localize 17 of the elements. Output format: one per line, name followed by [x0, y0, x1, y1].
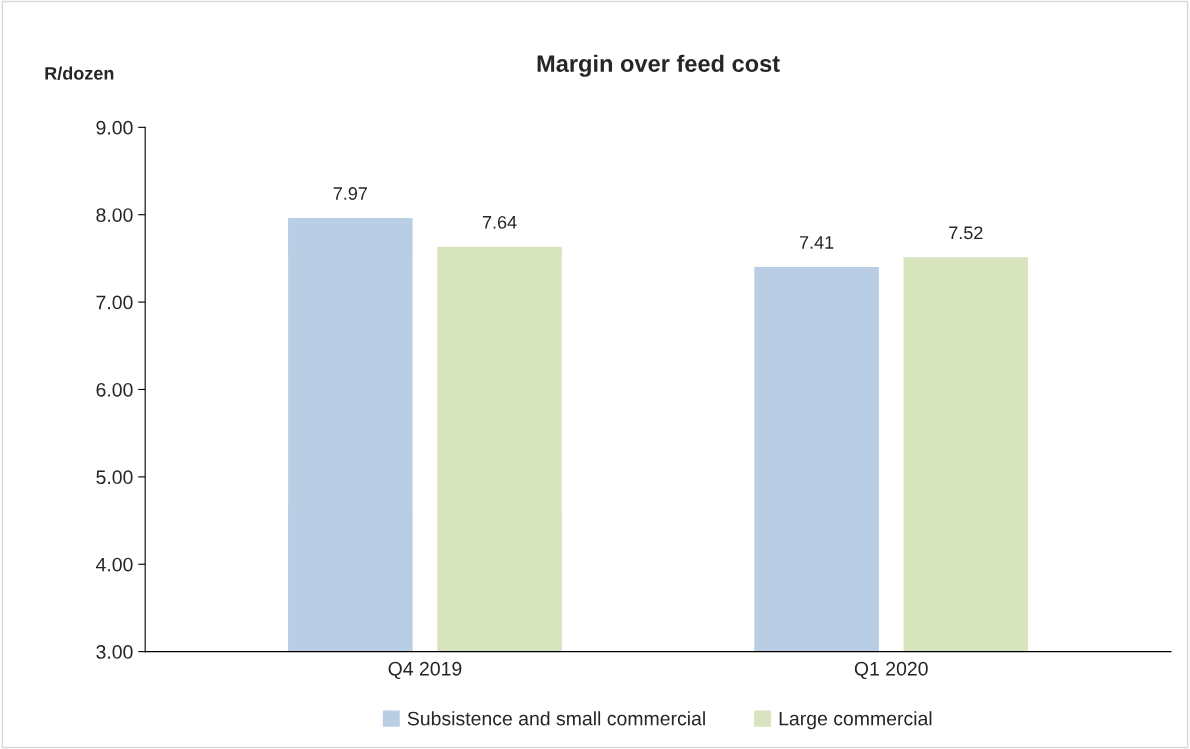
data-label: 7.41: [799, 236, 834, 249]
chart-title: Margin over feed cost: [537, 54, 780, 77]
x-tick-label: Q4 2019: [388, 661, 462, 680]
data-label: 7.97: [333, 187, 367, 200]
data-label: 7.52: [949, 226, 983, 240]
x-tick-label: Q1 2020: [854, 661, 928, 680]
y-tick-label: 3.00: [96, 645, 133, 659]
y-tick-label: 8.00: [96, 208, 133, 222]
y-axis-title: R/dozen: [45, 66, 114, 80]
data-label: 7.64: [482, 215, 517, 229]
y-tick-label: 4.00: [95, 557, 133, 572]
legend-label: Subsistence and small commercial: [407, 711, 705, 726]
y-tick-label: 9.00: [96, 120, 133, 135]
y-tick-label: 7.00: [96, 295, 133, 310]
y-tick-label: 5.00: [96, 470, 133, 485]
legend-label: Large commercial: [779, 711, 932, 730]
y-tick-label: 6.00: [96, 382, 133, 397]
